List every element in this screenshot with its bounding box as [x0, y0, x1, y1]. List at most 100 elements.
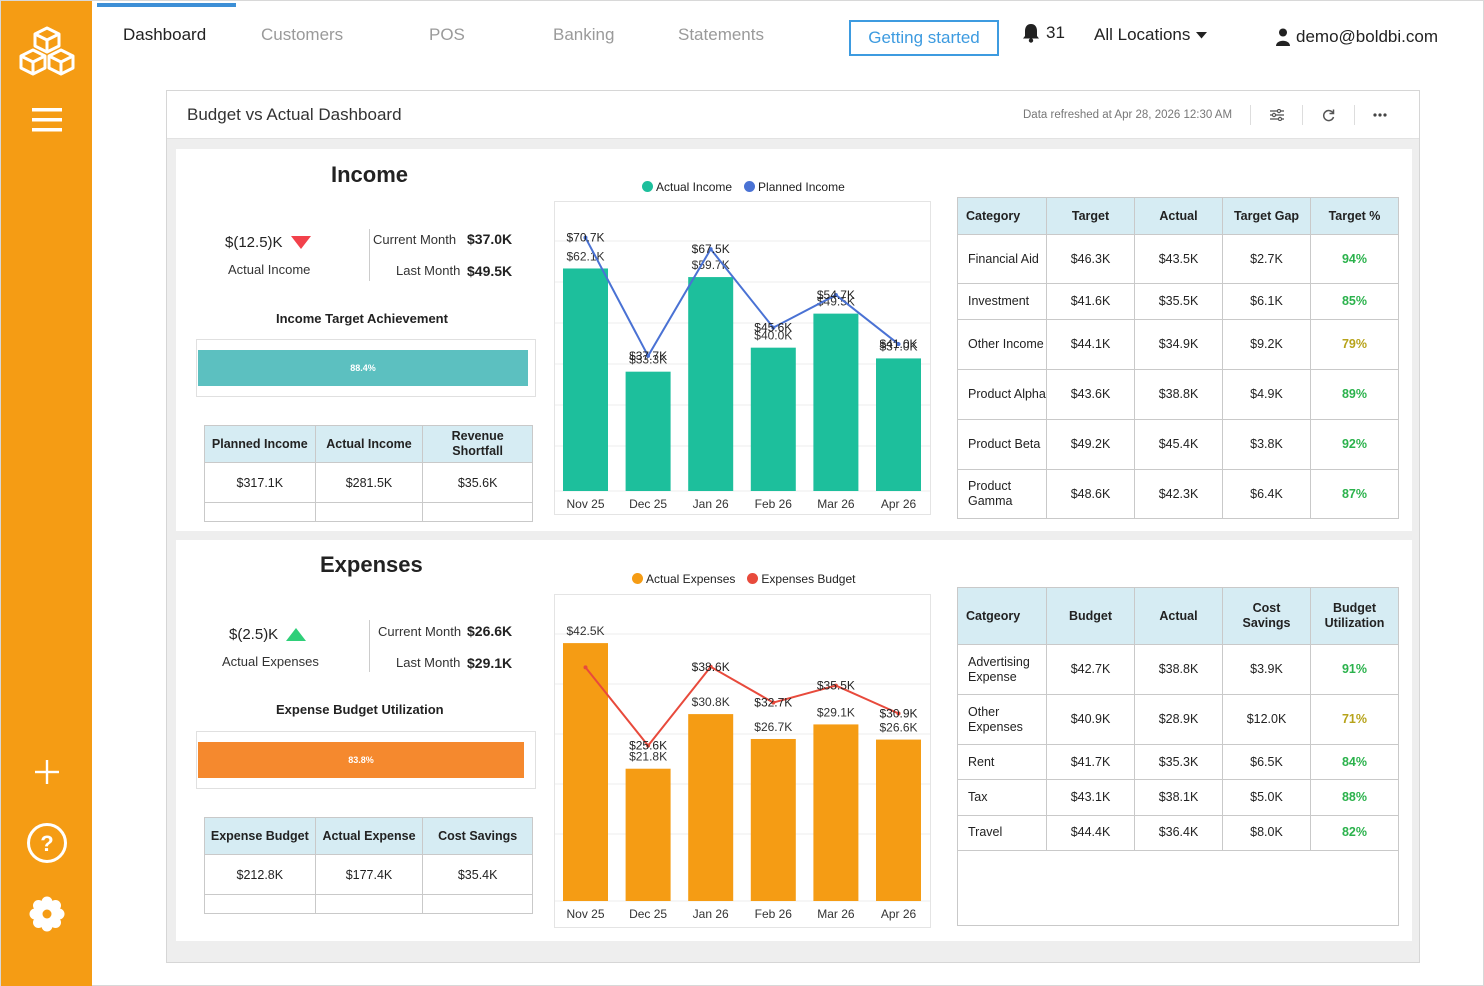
income-summary-table: Planned Income Actual Income Revenue Sho… — [204, 425, 533, 522]
help-icon[interactable]: ? — [1, 821, 92, 865]
table-row: Product Beta $49.2K $45.4K $3.8K 92% — [957, 419, 1399, 470]
value-cell: $6.5K — [1222, 744, 1311, 781]
expenses-utilization-title: Expense Budget Utilization — [276, 702, 444, 717]
line-point[interactable] — [708, 664, 713, 669]
x-tick-label: Jan 26 — [693, 907, 729, 921]
line-point[interactable] — [708, 247, 713, 252]
bar-jan-26[interactable] — [688, 714, 734, 901]
nav-tab-customers[interactable]: Customers — [261, 25, 344, 44]
bar-jan-26[interactable] — [688, 277, 734, 491]
chart-frame — [554, 594, 931, 928]
expenses-summary-header: Cost Savings — [422, 817, 533, 855]
table-row: Other Expenses $40.9K $28.9K $12.0K 71% — [957, 694, 1399, 746]
bell-icon — [1023, 24, 1039, 43]
line-point[interactable] — [646, 743, 651, 748]
line-data-label: $38.6K — [692, 660, 730, 674]
income-achievement-bar: 88.4% — [198, 350, 528, 386]
line-point[interactable] — [833, 683, 838, 688]
expenses-section: Expenses $(2.5)K Actual Expenses Current… — [176, 540, 1412, 941]
line-data-label: $67.5K — [692, 242, 730, 256]
nav-tab-pos[interactable]: POS — [429, 25, 465, 44]
bar-mar-26[interactable] — [813, 724, 859, 901]
line-point[interactable] — [583, 665, 588, 670]
percent-cell: 92% — [1310, 419, 1399, 470]
header-divider — [1354, 105, 1355, 125]
locations-dropdown[interactable]: All Locations — [1094, 25, 1208, 45]
nav-tab-dashboard[interactable]: Dashboard — [123, 25, 207, 44]
legend-item-actual-income[interactable]: Actual Income — [642, 180, 732, 194]
notifications-button[interactable]: 31 — [1022, 23, 1065, 43]
refresh-icon[interactable] — [1318, 105, 1338, 125]
bar-mar-26[interactable] — [813, 313, 859, 491]
table-row: Financial Aid $46.3K $43.5K $2.7K 94% — [957, 234, 1399, 284]
nav-tab-statements[interactable]: Statements — [678, 25, 764, 44]
line-point[interactable] — [896, 711, 901, 716]
panel-header: Budget vs Actual Dashboard Data refreshe… — [167, 91, 1419, 139]
bar-nov-25[interactable] — [563, 643, 608, 901]
value-cell: $48.6K — [1046, 469, 1135, 519]
line-point[interactable] — [583, 235, 588, 240]
bar-dec-25[interactable] — [625, 371, 671, 491]
line-point[interactable] — [833, 292, 838, 297]
x-tick-label: Mar 26 — [817, 497, 855, 511]
expenses-last-month-label: Last Month — [396, 655, 461, 670]
legend-item-actual-expenses[interactable]: Actual Expenses — [632, 572, 735, 586]
income-summary-value: $317.1K — [204, 462, 316, 503]
bar-nov-25[interactable] — [563, 268, 608, 491]
expenses-kpi-label: Actual Expenses — [222, 654, 319, 669]
legend-item-planned-income[interactable]: Planned Income — [744, 180, 845, 194]
category-cell: Other Income — [957, 319, 1047, 370]
chevron-down-icon — [1196, 31, 1208, 38]
value-cell: $45.4K — [1134, 419, 1223, 470]
percent-cell: 91% — [1310, 643, 1399, 696]
table-row: Advertising Expense $42.7K $38.8K $3.9K 91% — [957, 643, 1399, 696]
expenses-chart-legend: Actual Expenses Expenses Budget — [632, 572, 855, 586]
income-achievement-box: 88.4% — [196, 339, 536, 397]
bar-dec-25[interactable] — [625, 768, 671, 901]
line-point[interactable] — [646, 353, 651, 358]
income-summary-value: $281.5K — [314, 462, 424, 503]
bar-apr-26[interactable] — [876, 739, 921, 901]
expenses-summary-header: Expense Budget — [204, 817, 316, 855]
more-options-icon[interactable] — [1370, 105, 1390, 125]
line-point[interactable] — [771, 325, 776, 330]
value-cell: $9.2K — [1222, 319, 1311, 370]
value-cell: $38.8K — [1134, 369, 1223, 420]
line-data-label: $70.7K — [566, 231, 604, 245]
bar-data-label: $62.1K — [566, 249, 604, 263]
x-tick-label: Apr 26 — [881, 497, 917, 511]
x-tick-label: Mar 26 — [817, 907, 855, 921]
value-cell: $35.5K — [1134, 283, 1223, 320]
nav-tab-banking[interactable]: Banking — [553, 25, 615, 44]
income-summary-value: $35.6K — [422, 462, 533, 503]
expenses-utilization-box: 83.8% — [196, 731, 536, 789]
user-menu[interactable]: demo@boldbi.com — [1276, 27, 1438, 47]
bar-apr-26[interactable] — [876, 358, 921, 491]
value-cell: $46.3K — [1046, 234, 1135, 284]
value-cell: $44.4K — [1046, 814, 1135, 851]
value-cell: $35.3K — [1134, 744, 1223, 781]
value-cell: $44.1K — [1046, 319, 1135, 370]
legend-item-expenses-budget[interactable]: Expenses Budget — [747, 572, 855, 586]
value-cell: $6.4K — [1222, 469, 1311, 519]
income-achievement-title: Income Target Achievement — [276, 311, 448, 326]
plus-icon[interactable] — [1, 755, 92, 789]
income-summary-header: Actual Income — [314, 425, 424, 463]
bar-feb-26[interactable] — [750, 347, 796, 491]
bar-data-label: $26.7K — [754, 720, 792, 734]
line-point[interactable] — [771, 700, 776, 705]
getting-started-button[interactable]: Getting started — [849, 20, 999, 56]
expenses-current-month-label: Current Month — [378, 624, 462, 639]
table-row: Product Alpha $43.6K $38.8K $4.9K 89% — [957, 369, 1399, 420]
expenses-summary-value: $212.8K — [204, 854, 316, 895]
category-cell: Product Alpha — [957, 369, 1047, 420]
category-cell: Tax — [957, 779, 1047, 816]
settings-gear-icon[interactable] — [1, 894, 92, 934]
hamburger-menu-icon[interactable] — [1, 103, 92, 137]
expenses-kpi-value: $(2.5)K — [229, 626, 307, 643]
line-point[interactable] — [896, 342, 901, 347]
expenses-utilization-label: 83.8% — [348, 755, 374, 765]
bar-feb-26[interactable] — [750, 738, 796, 901]
filter-sliders-icon[interactable] — [1267, 105, 1287, 125]
cube-logo-icon[interactable] — [1, 21, 92, 83]
